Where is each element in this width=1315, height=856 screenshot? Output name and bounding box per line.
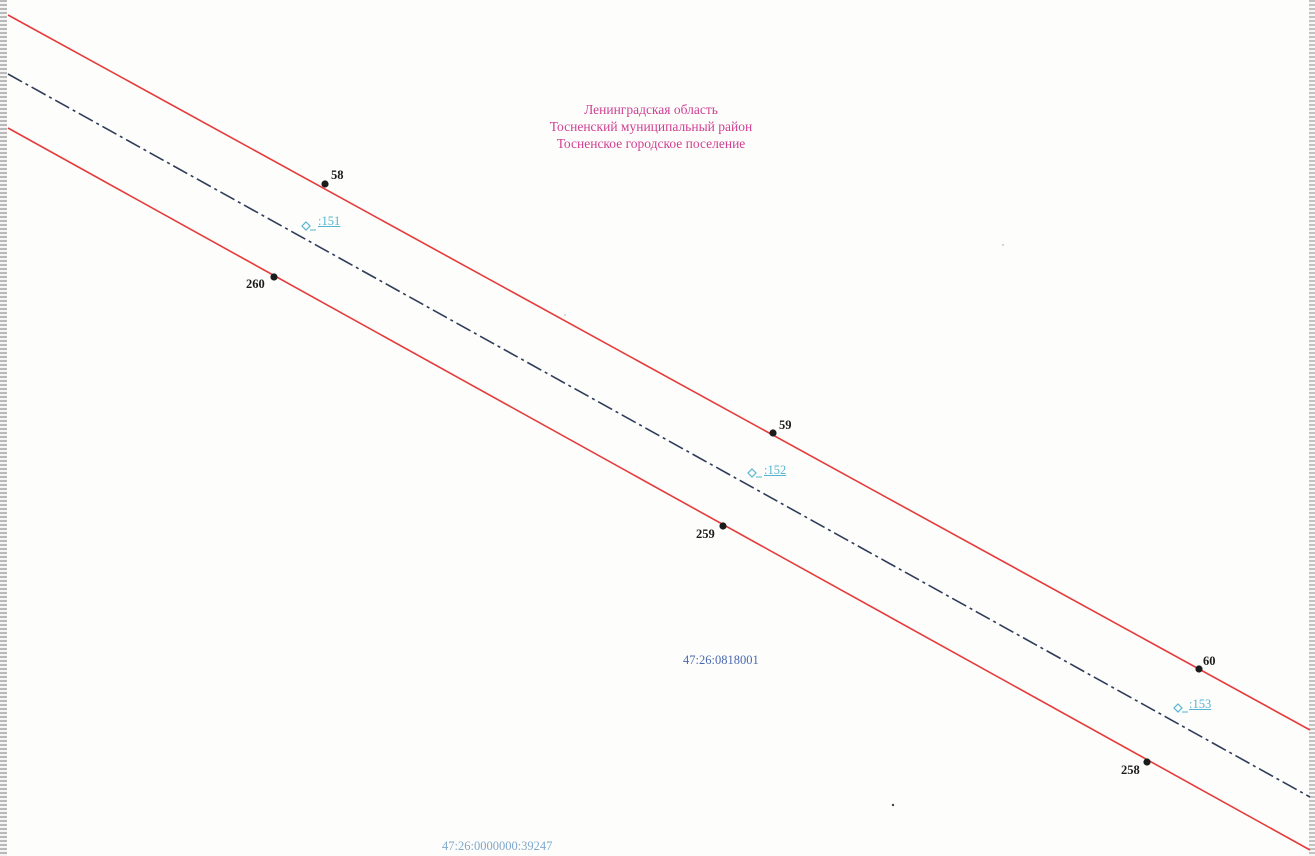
point-label-58: 58 [331,168,344,182]
scan-speck [1002,244,1004,246]
region-district: Тосненский муниципальный район [549,119,753,134]
survey-marker-153-icon[interactable] [1173,703,1188,713]
point-label-60: 60 [1203,654,1216,668]
boundary-point-58[interactable] [321,180,329,188]
boundary-point-258[interactable] [1143,758,1151,766]
boundary-point-60[interactable] [1195,665,1203,673]
axis-dashed-line [7,73,1311,798]
marker-label-153: :153 [1189,697,1212,711]
boundary-point-260[interactable] [270,273,278,281]
upper-boundary-line [7,14,1311,731]
marker-label-152: :152 [764,463,787,477]
point-label-59: 59 [779,418,792,432]
lower-boundary-line [7,127,1311,851]
scan-edge-left [0,0,7,856]
point-label-258: 258 [1121,763,1140,777]
scan-edge-right [1309,0,1315,856]
region-oblast: Ленинградская область [584,102,718,117]
survey-marker-152-icon[interactable] [747,468,762,478]
region-label: Ленинградская область Тосненский муницип… [520,101,782,152]
survey-marker-151-icon[interactable] [301,221,316,231]
scan-speck [564,314,566,316]
parcel-number-bottom[interactable]: 47:26:0000000:39247 [442,839,553,853]
marker-label-151: :151 [318,214,341,228]
boundary-point-259[interactable] [719,522,727,530]
boundary-point-59[interactable] [769,429,777,437]
scan-speck [891,803,895,807]
parcel-number-main[interactable]: 47:26:0818001 [683,653,759,667]
point-label-259: 259 [696,527,715,541]
region-settlement: Тосненское городское поселение [556,136,746,151]
point-label-260: 260 [246,277,265,291]
